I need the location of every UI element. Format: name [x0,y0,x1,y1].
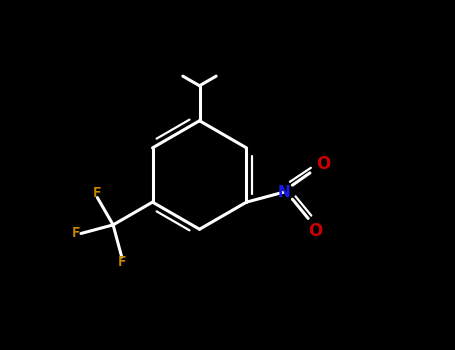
Text: F: F [117,255,126,269]
Text: F: F [93,187,101,201]
Text: O: O [316,155,330,173]
Text: N: N [277,185,290,200]
Text: O: O [308,222,322,240]
Text: F: F [71,226,80,240]
